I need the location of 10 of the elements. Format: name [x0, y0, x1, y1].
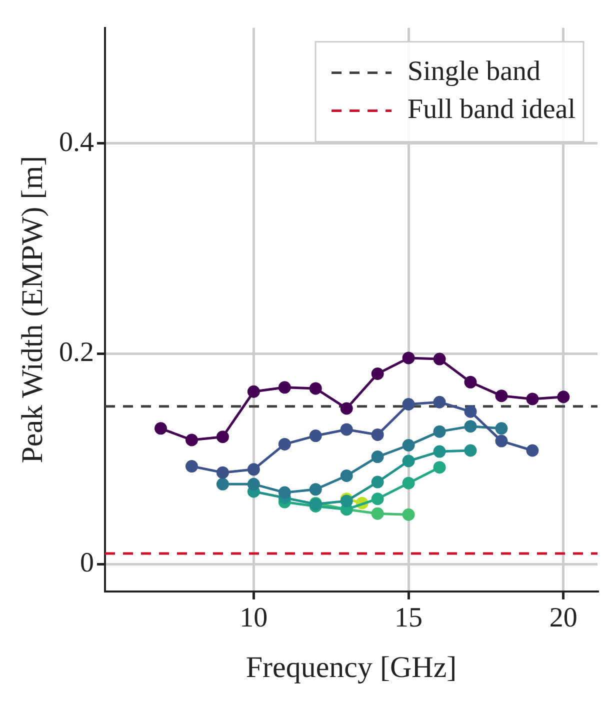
x-axis-title: Frequency [GHz] [246, 650, 457, 684]
x-tick-label: 15 [394, 602, 423, 634]
y-tick-label: 0.4 [59, 126, 94, 158]
y-tick-label: 0 [80, 547, 94, 578]
y-tick-label: 0.2 [59, 337, 94, 368]
x-tick-label: 10 [240, 602, 268, 634]
x-tick-label: 20 [549, 602, 578, 634]
legend-label: Single band [408, 56, 541, 88]
legend-label: Full band ideal [408, 94, 576, 126]
y-axis-title: Peak Width (EMPW) [m] [16, 156, 49, 464]
